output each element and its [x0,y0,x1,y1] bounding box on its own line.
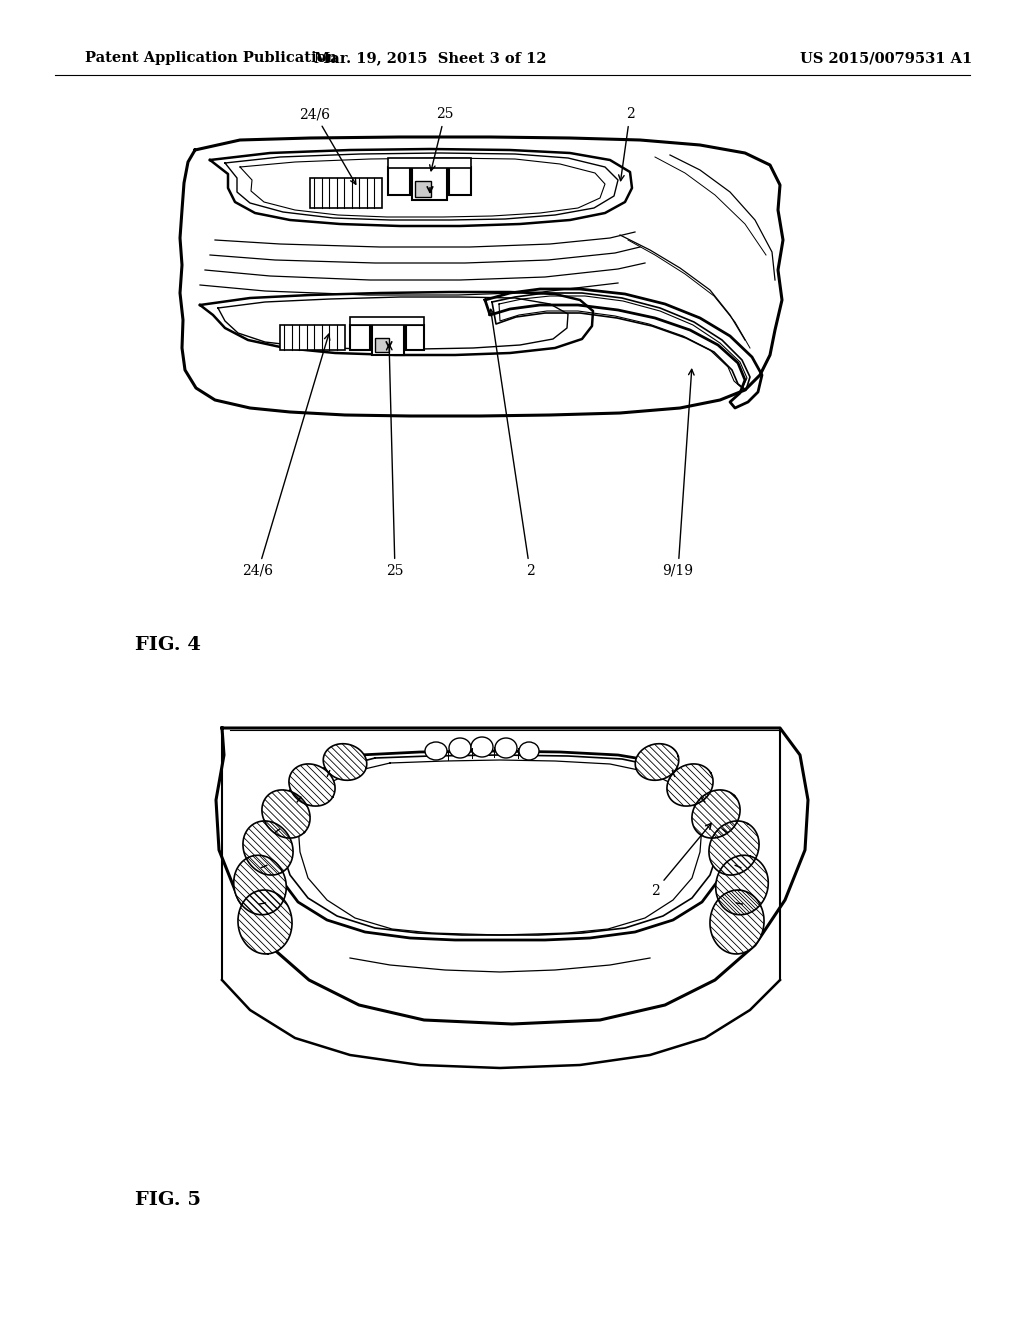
Polygon shape [262,789,310,838]
Bar [388,168,410,195]
Bar [449,168,471,195]
Text: 25: 25 [430,107,454,170]
Ellipse shape [519,742,539,760]
Polygon shape [710,890,764,954]
Text: FIG. 4: FIG. 4 [135,636,201,653]
Bar [310,178,382,209]
Text: 2: 2 [488,309,535,578]
Bar [415,181,431,197]
Text: Patent Application Publication: Patent Application Publication [85,51,337,65]
Polygon shape [289,764,335,807]
Bar [375,338,389,352]
Bar [350,317,424,325]
Polygon shape [716,855,768,915]
Text: 24/6: 24/6 [243,334,330,578]
Text: FIG. 5: FIG. 5 [135,1191,201,1209]
Text: US 2015/0079531 A1: US 2015/0079531 A1 [800,51,972,65]
Text: Mar. 19, 2015  Sheet 3 of 12: Mar. 19, 2015 Sheet 3 of 12 [313,51,547,65]
Text: 2: 2 [618,107,635,181]
Bar [372,319,404,355]
Ellipse shape [425,742,447,760]
Ellipse shape [449,738,471,758]
Bar [388,158,471,168]
Bar [280,325,345,350]
Ellipse shape [495,738,517,758]
Polygon shape [709,821,759,875]
Bar [350,325,370,350]
Text: 9/19: 9/19 [663,370,694,578]
Polygon shape [238,890,292,954]
Bar [412,162,447,201]
Text: 25: 25 [386,345,403,578]
Polygon shape [635,743,679,780]
Polygon shape [692,789,740,838]
Text: 24/6: 24/6 [299,107,355,185]
Ellipse shape [471,737,493,756]
Polygon shape [324,743,367,780]
Polygon shape [243,821,293,875]
Text: 2: 2 [650,824,712,898]
Polygon shape [667,764,713,807]
Bar [406,325,424,350]
Polygon shape [233,855,287,915]
